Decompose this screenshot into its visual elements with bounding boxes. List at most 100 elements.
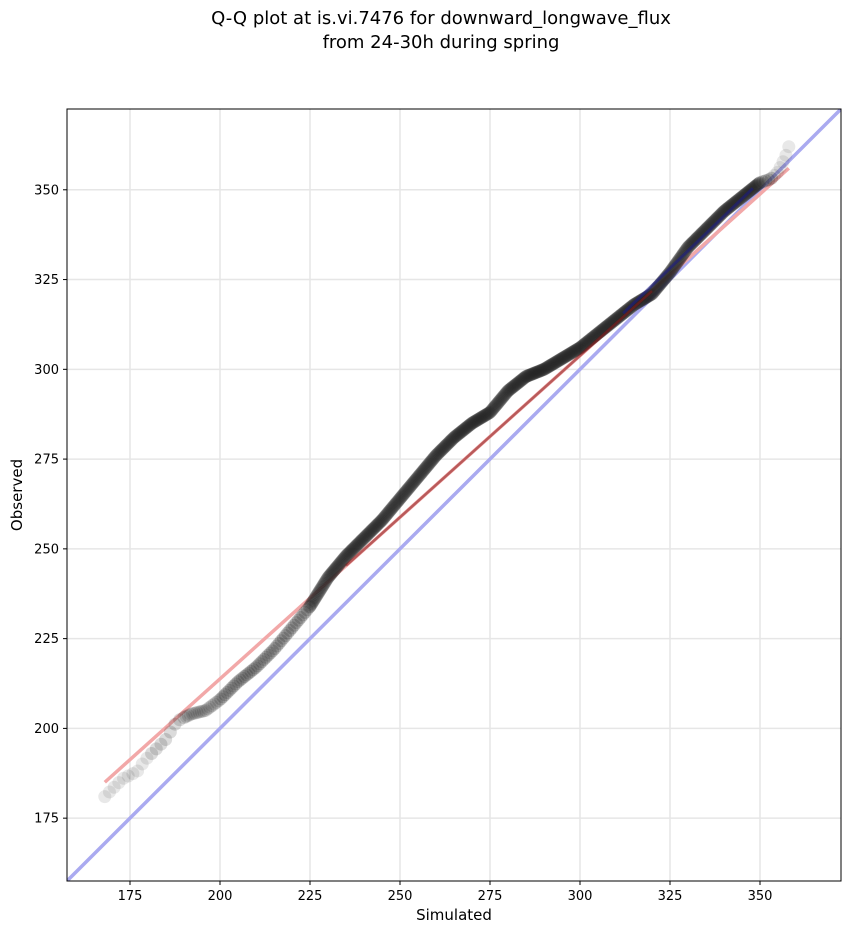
data-point [347,541,361,555]
data-point [263,646,277,660]
data-point [531,365,545,379]
data-point [544,358,558,372]
data-point [434,444,447,458]
data-point [452,426,466,440]
data-point [610,311,624,325]
data-point [408,473,422,487]
data-point [724,199,738,213]
data-point [455,424,469,438]
data-point [196,704,210,718]
x-tick-label: 200 [208,889,233,904]
data-point [543,359,557,373]
data-point [362,526,376,540]
data-points [98,140,796,804]
data-point [353,536,366,550]
data-point [291,613,305,627]
data-point [567,345,581,359]
data-point [333,557,347,571]
data-point [667,260,681,274]
data-point [326,565,339,579]
data-point [266,644,280,658]
x-tick-label: 325 [658,889,683,904]
data-point [401,482,415,496]
dense-region-overlay [622,187,754,315]
data-point [532,364,546,378]
data-point [701,220,715,234]
data-point [773,161,787,175]
data-point [377,511,391,525]
data-point [690,231,704,245]
data-point [323,568,337,582]
data-point [506,380,520,394]
data-point [689,232,703,246]
data-point [502,383,516,397]
data-point [131,764,145,778]
data-point [306,595,320,609]
data-point [188,706,202,720]
data-point [721,201,735,215]
data-point [283,623,297,637]
data-point [374,514,388,528]
data-point [424,455,438,469]
data-point [569,343,582,357]
data-point [686,235,700,249]
data-point [209,695,223,709]
data-point [320,572,334,586]
data-point [300,603,314,617]
data-point [428,450,442,464]
data-point [314,582,328,596]
data-point [540,361,554,375]
chart-title-line-1: Q-Q plot at is.vi.7476 for downward_long… [211,8,671,29]
data-point [420,459,434,473]
data-point [561,348,575,362]
data-point [220,685,234,699]
data-point [235,671,249,685]
data-point [480,407,494,421]
data-point [679,243,693,257]
fit-line-dense-segment [345,290,653,567]
data-point [663,265,677,279]
data-point [507,379,521,393]
data-point [438,440,452,454]
data-point [474,411,488,425]
data-point [296,608,310,622]
data-point [568,344,582,358]
data-point [449,429,463,443]
data-point [530,365,544,379]
data-point [494,392,508,406]
y-tick-label: 350 [34,183,59,198]
data-point [212,694,226,708]
reference-lines [67,109,841,881]
data-point [311,586,325,600]
data-point [678,244,692,258]
data-point [433,445,447,459]
data-point [535,363,549,377]
data-point [440,438,454,452]
data-point [566,345,580,359]
data-point [439,439,453,453]
data-point [501,384,515,398]
data-point [321,571,335,585]
x-axis-label: Simulated [416,906,492,924]
data-point [341,547,355,561]
data-point [751,177,765,191]
data-point [324,567,338,581]
data-point [776,155,790,169]
data-point [500,385,514,399]
data-point [526,367,540,381]
data-point [533,364,546,378]
data-point [237,670,251,684]
y-tick-label: 200 [34,722,59,737]
data-point [340,548,354,562]
data-point [536,363,550,377]
data-point [279,629,293,643]
data-point [407,474,421,488]
data-point [373,515,387,529]
data-point [335,554,348,568]
data-point [412,469,426,483]
data-point [520,369,534,383]
data-point [159,733,173,747]
data-point [752,176,766,190]
data-point [699,222,713,236]
data-point [409,472,423,486]
